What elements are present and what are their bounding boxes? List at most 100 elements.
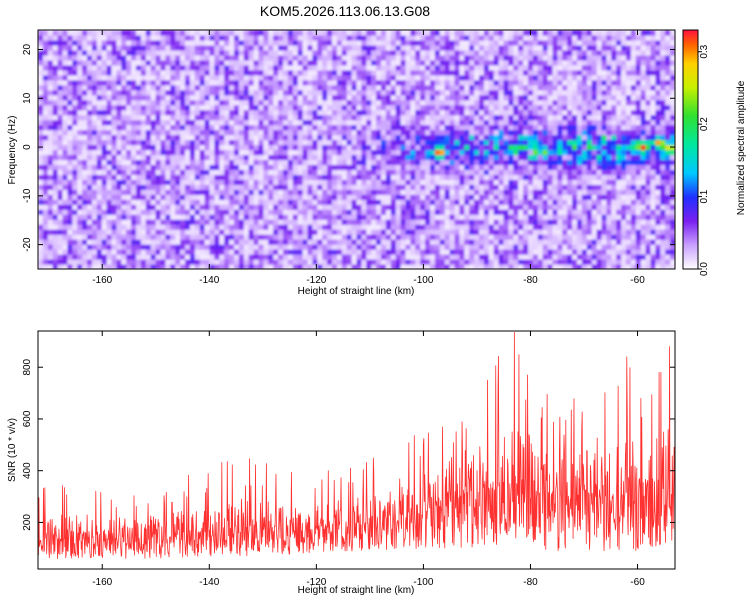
heatmap-cell — [474, 184, 480, 190]
heatmap-cell — [537, 154, 544, 161]
heatmap-cell — [552, 104, 558, 111]
heatmap-cell — [405, 134, 411, 141]
heatmap-cell — [209, 99, 215, 106]
heatmap-cell — [91, 179, 98, 185]
heatmap-cell — [606, 79, 612, 86]
heatmap-cell — [469, 244, 475, 250]
heatmap-cell — [606, 144, 612, 151]
heatmap-cell — [175, 259, 181, 265]
heatmap-cell — [410, 164, 416, 171]
heatmap-cell — [670, 169, 675, 175]
heatmap-cell — [630, 194, 637, 200]
heatmap-cell — [635, 249, 642, 255]
heatmap-cell — [194, 124, 201, 131]
heatmap-cell — [209, 179, 215, 185]
heatmap-cell — [224, 134, 230, 141]
heatmap-cell — [263, 189, 269, 195]
heatmap-cell — [400, 219, 407, 225]
heatmap-cell — [341, 214, 348, 220]
heatmap-cell — [238, 244, 245, 250]
heatmap-cell — [194, 119, 201, 126]
heatmap-cell — [116, 249, 122, 255]
heatmap-cell — [248, 244, 255, 250]
heatmap-cell — [263, 259, 269, 265]
heatmap-cell — [390, 199, 397, 205]
heatmap-cell — [38, 149, 44, 156]
heatmap-cell — [356, 184, 362, 190]
heatmap-cell — [189, 164, 196, 171]
heatmap-cell — [528, 224, 534, 230]
heatmap-cell — [479, 179, 485, 185]
heatmap-cell — [606, 149, 612, 156]
heatmap-cell — [126, 194, 132, 200]
heatmap-cell — [52, 199, 59, 205]
heatmap-cell — [523, 184, 529, 190]
heatmap-cell — [488, 209, 495, 215]
heatmap-cell — [547, 239, 554, 245]
heatmap-cell — [341, 224, 348, 230]
heatmap-cell — [229, 129, 235, 136]
heatmap-cell — [341, 99, 348, 106]
heatmap-cell — [67, 234, 73, 240]
heatmap-cell — [273, 234, 279, 240]
heatmap-cell — [194, 149, 201, 156]
heatmap-cell — [52, 259, 59, 265]
heatmap-cell — [126, 79, 132, 86]
heatmap-cell — [229, 164, 235, 171]
heatmap-cell — [327, 89, 333, 96]
heatmap-cell — [136, 109, 142, 116]
heatmap-cell — [204, 139, 211, 146]
heatmap-cell — [180, 194, 186, 200]
heatmap-cell — [199, 144, 206, 151]
heatmap-cell — [307, 249, 313, 255]
heatmap-cell — [542, 219, 549, 225]
heatmap-cell — [493, 104, 500, 111]
heatmap-cell — [322, 209, 328, 215]
heatmap-cell — [243, 129, 250, 136]
heatmap-cell — [67, 219, 73, 225]
heatmap-cell — [645, 129, 652, 136]
heatmap-cell — [82, 199, 88, 205]
heatmap-cell — [243, 234, 250, 240]
heatmap-cell — [307, 229, 313, 235]
heatmap-cell — [185, 84, 191, 91]
heatmap-cell — [194, 79, 201, 86]
heatmap-cell — [82, 89, 88, 96]
heatmap-cell — [503, 134, 509, 141]
heatmap-cell — [420, 99, 426, 106]
heatmap-cell — [150, 154, 157, 161]
heatmap-cell — [488, 109, 495, 116]
heatmap-cell — [312, 229, 318, 235]
heatmap-cell — [283, 199, 289, 205]
heatmap-cell — [287, 114, 294, 121]
heatmap-cell — [268, 79, 274, 86]
heatmap-cell — [444, 139, 451, 146]
heatmap-cell — [224, 99, 230, 106]
heatmap-cell — [381, 114, 387, 121]
heatmap-cell — [577, 159, 583, 166]
heatmap-cell — [410, 94, 416, 101]
heatmap-cell — [420, 139, 426, 146]
heatmap-cell — [351, 129, 358, 136]
heatmap-cell — [229, 214, 235, 220]
heatmap-cell — [606, 209, 612, 215]
heatmap-cell — [557, 119, 563, 126]
heatmap-cell — [670, 154, 675, 161]
heatmap-cell — [317, 94, 323, 101]
heatmap-cell — [410, 254, 416, 260]
heatmap-cell — [332, 174, 338, 180]
heatmap-cell — [180, 239, 186, 245]
heatmap-cell — [523, 224, 529, 230]
heatmap-cell — [189, 154, 196, 161]
heatmap-cell — [238, 189, 245, 195]
heatmap-cell — [626, 239, 632, 245]
heatmap-cell — [577, 114, 583, 121]
heatmap-cell — [165, 219, 171, 225]
heatmap-cell — [621, 79, 627, 86]
heatmap-cell — [488, 194, 495, 200]
heatmap-cell — [180, 254, 186, 260]
heatmap-cell — [532, 219, 539, 225]
heatmap-cell — [670, 249, 675, 255]
heatmap-cell — [665, 124, 671, 131]
heatmap-cell — [52, 249, 59, 255]
